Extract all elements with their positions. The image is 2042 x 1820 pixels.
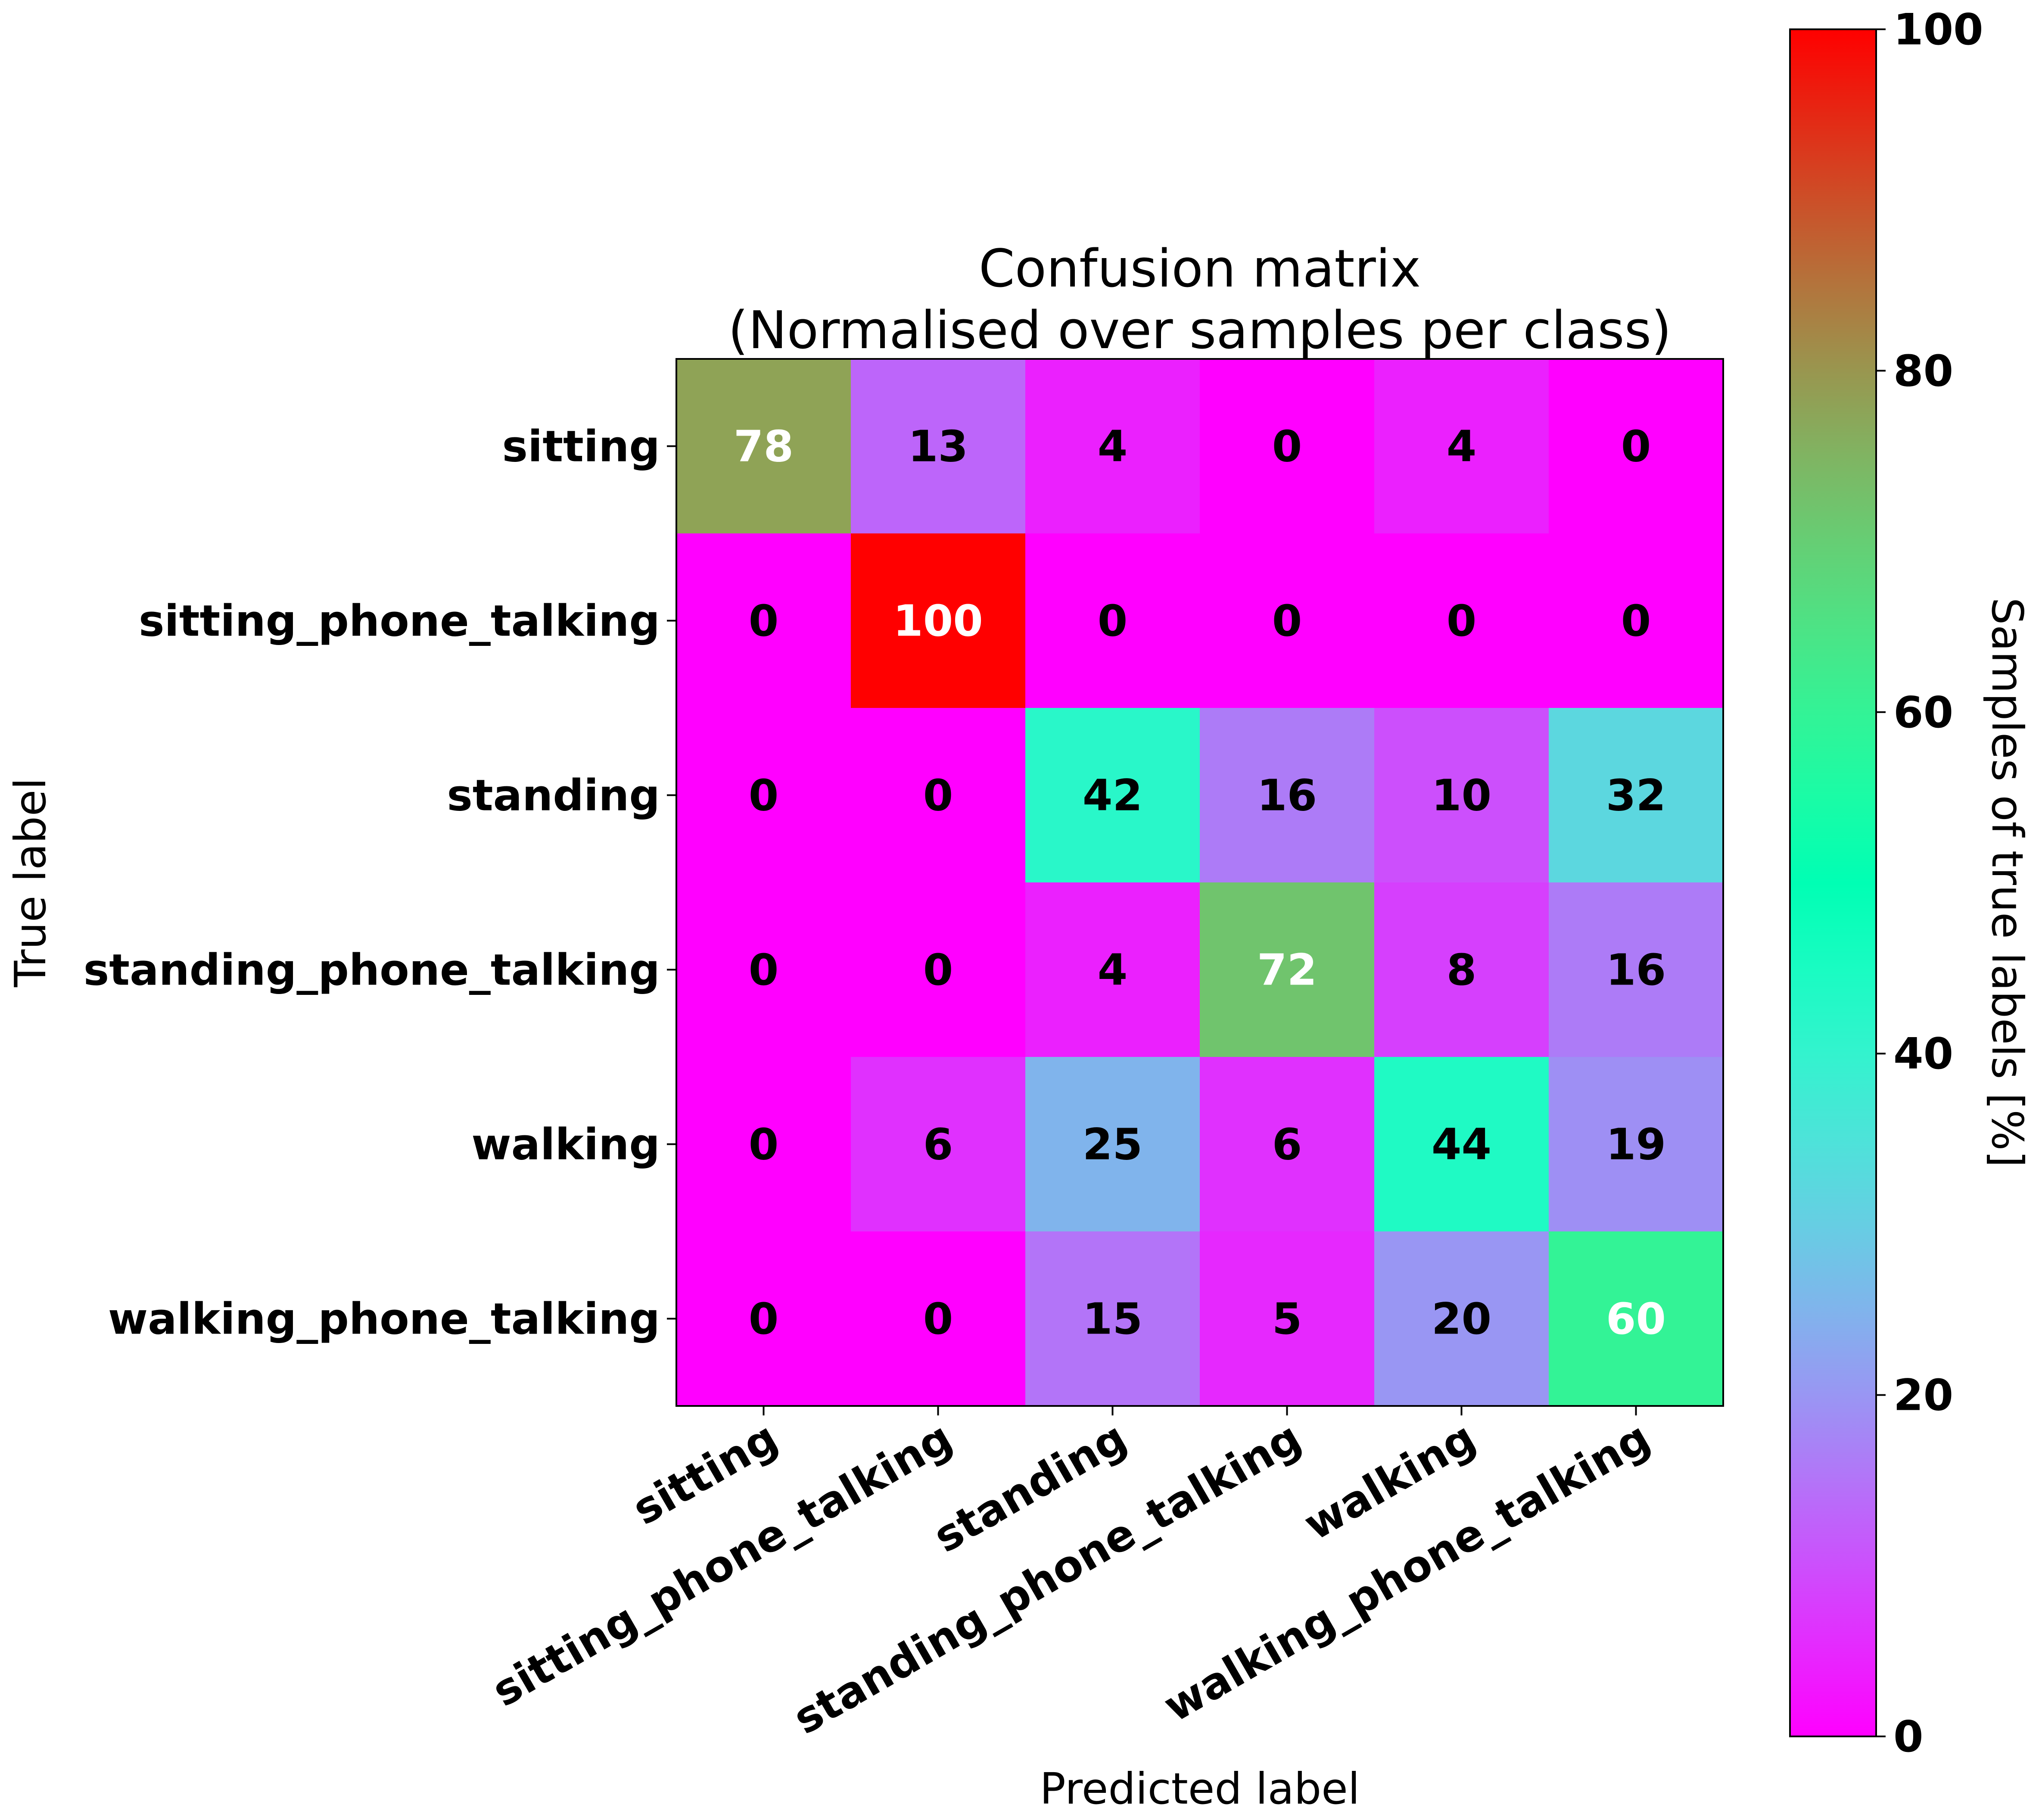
chart-title-line-2: (Normalised over samples per class) bbox=[728, 301, 1672, 361]
heatmap-cell bbox=[676, 359, 851, 534]
heatmap-cell bbox=[1374, 1231, 1549, 1406]
heatmap-cell bbox=[1025, 359, 1200, 534]
heatmap-cell-label: 78 bbox=[734, 421, 794, 472]
x-axis-ticks: sittingsitting_phone_talkingstandingstan… bbox=[484, 1406, 1659, 1744]
y-tick-label: standing_phone_talking bbox=[84, 945, 660, 995]
y-axis-title: True label bbox=[5, 778, 56, 988]
heatmap-cell-label: 15 bbox=[1083, 1294, 1142, 1344]
colorbar-tick-label: 40 bbox=[1893, 1028, 1953, 1079]
heatmap-cell bbox=[1549, 533, 1724, 708]
heatmap-cell bbox=[1025, 708, 1200, 883]
y-tick-label: sitting_phone_talking bbox=[139, 596, 660, 646]
heatmap-cell-label: 0 bbox=[923, 945, 953, 995]
y-axis-ticks: sitting sitting_phone_talking standing stan… bbox=[84, 421, 676, 1344]
heatmap-cell-label: 0 bbox=[923, 1294, 953, 1344]
heatmap-cell-label: 0 bbox=[1098, 596, 1128, 646]
heatmap-cell bbox=[851, 882, 1026, 1057]
heatmap-cell bbox=[1549, 359, 1724, 534]
colorbar-tick-label: 80 bbox=[1893, 346, 1953, 396]
heatmap-cell bbox=[676, 1057, 851, 1232]
heatmap-cell-label: 0 bbox=[1272, 421, 1302, 472]
heatmap-cell-label: 6 bbox=[923, 1119, 953, 1170]
heatmap-cell-label: 4 bbox=[1098, 421, 1128, 472]
heatmap-cell bbox=[1025, 1057, 1200, 1232]
heatmap-cell-label: 16 bbox=[1257, 770, 1317, 821]
heatmap-cell bbox=[676, 882, 851, 1057]
heatmap-cell bbox=[676, 708, 851, 883]
heatmap-cell bbox=[1200, 533, 1375, 708]
heatmap-cell bbox=[1200, 1231, 1375, 1406]
y-tick-label: walking bbox=[471, 1119, 660, 1170]
colorbar-tick-label: 60 bbox=[1893, 687, 1953, 738]
heatmap-cell-label: 0 bbox=[1447, 596, 1477, 646]
heatmap-cell-label: 16 bbox=[1606, 945, 1666, 995]
heatmap-cell-label: 0 bbox=[1272, 596, 1302, 646]
x-axis-title: Predicted label bbox=[1040, 1764, 1360, 1814]
heatmap-cell-label: 100 bbox=[893, 596, 983, 646]
heatmap-cell bbox=[1374, 882, 1549, 1057]
heatmap-cell-label: 32 bbox=[1606, 770, 1666, 821]
y-tick-label: sitting bbox=[502, 421, 660, 472]
heatmap-cell bbox=[1025, 882, 1200, 1057]
heatmap-cell bbox=[851, 1231, 1026, 1406]
heatmap-cell-label: 0 bbox=[923, 770, 953, 821]
heatmap-cell-label: 42 bbox=[1083, 770, 1142, 821]
colorbar-title: Samples of true labels [%] bbox=[1982, 598, 2033, 1168]
heatmap-cell bbox=[1200, 1057, 1375, 1232]
colorbar bbox=[1789, 28, 1877, 1737]
heatmap-cell bbox=[1374, 1057, 1549, 1232]
heatmap-cell-label: 0 bbox=[749, 770, 779, 821]
y-tick-label: standing bbox=[447, 770, 660, 821]
plot-frame bbox=[675, 358, 1724, 1407]
heatmap-cell bbox=[1374, 359, 1549, 534]
heatmap-cell-label: 25 bbox=[1083, 1119, 1142, 1170]
heatmap-cell-label: 19 bbox=[1606, 1119, 1666, 1170]
heatmap-cell bbox=[1374, 533, 1549, 708]
heatmap-cell bbox=[851, 359, 1026, 534]
heatmap-cell bbox=[676, 1231, 851, 1406]
heatmap-cell-label: 8 bbox=[1447, 945, 1477, 995]
heatmap-cell bbox=[851, 533, 1026, 708]
heatmap-cell-label: 20 bbox=[1432, 1294, 1491, 1344]
heatmap-cell bbox=[1549, 708, 1724, 883]
heatmap-cell bbox=[1549, 882, 1724, 1057]
heatmap-cell bbox=[1200, 882, 1375, 1057]
heatmap-cell bbox=[851, 708, 1026, 883]
heatmap-cell-label: 10 bbox=[1432, 770, 1491, 821]
colorbar-tick-label: 0 bbox=[1893, 1711, 1924, 1762]
heatmap-cell bbox=[1025, 1231, 1200, 1406]
heatmap-cell-label: 5 bbox=[1272, 1294, 1302, 1344]
heatmap-cell bbox=[676, 533, 851, 708]
heatmap-cell bbox=[1549, 1057, 1724, 1232]
heatmap-cell bbox=[851, 1057, 1026, 1232]
heatmap-cell bbox=[1025, 533, 1200, 708]
heatmap-cell-label: 0 bbox=[749, 1119, 779, 1170]
heatmap-cell-label: 0 bbox=[749, 945, 779, 995]
y-tick-label: walking_phone_talking bbox=[108, 1294, 660, 1344]
heatmap-cell-label: 72 bbox=[1257, 945, 1317, 995]
heatmap-cell bbox=[1374, 708, 1549, 883]
colorbar-tick-label: 100 bbox=[1893, 4, 1983, 55]
heatmap-cell-label: 0 bbox=[749, 596, 779, 646]
heatmap-cell-label: 4 bbox=[1447, 421, 1477, 472]
heatmap-cell-label: 0 bbox=[1621, 596, 1651, 646]
heatmap-cell-label: 13 bbox=[908, 421, 968, 472]
heatmap-cell-label: 6 bbox=[1272, 1119, 1302, 1170]
heatmap-cell-label: 0 bbox=[1621, 421, 1651, 472]
colorbar-tick-label: 20 bbox=[1893, 1370, 1953, 1421]
heatmap-cell-label: 4 bbox=[1098, 945, 1128, 995]
heatmap-cells bbox=[676, 359, 1724, 1406]
colorbar-ticks: 0 20 40 60 80 100 bbox=[1876, 4, 1983, 1762]
heatmap-cell bbox=[1200, 708, 1375, 883]
heatmap-cell-label: 0 bbox=[749, 1294, 779, 1344]
heatmap-cell-label: 60 bbox=[1606, 1294, 1666, 1344]
chart-title-line-1: Confusion matrix bbox=[979, 239, 1421, 299]
heatmap-cell bbox=[1549, 1231, 1724, 1406]
heatmap-cell-label: 44 bbox=[1432, 1119, 1491, 1170]
heatmap-cell-labels: 78 13 4 0 4 0 0 100 0 0 0 0 0 0 42 16 10 32 0 0 4 72 8 16 0 6 25 6 4… bbox=[734, 421, 1666, 1344]
heatmap-cell bbox=[1200, 359, 1375, 534]
